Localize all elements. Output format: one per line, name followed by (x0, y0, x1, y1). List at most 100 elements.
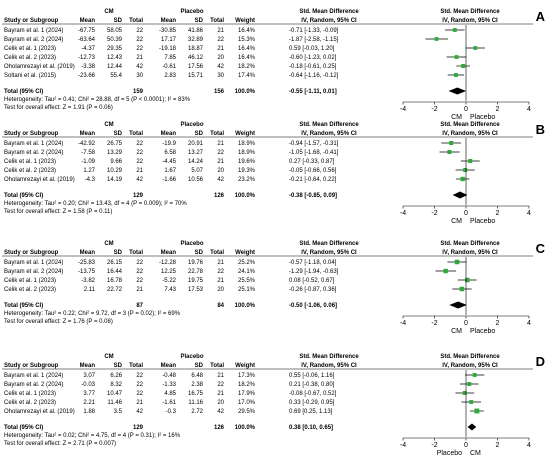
study-name: Bayram et al. 2 (2024) (4, 382, 63, 388)
study-col-header: Study or Subgroup (4, 131, 59, 137)
cm-total-n: 87 (136, 303, 143, 309)
x-tick-label: 0 (464, 320, 468, 327)
overall-effect-text: Test for overall effect: Z = 1.76 (P = 0… (4, 319, 113, 325)
study-row: Oholamrezayi et al. (2019) 1.88 3.5 42 -0.3 2… (4, 408, 484, 415)
axis-label-right: CM (470, 450, 481, 457)
pooled-diamond (448, 87, 467, 95)
placebo-total: 21 (217, 159, 224, 165)
effect-marker (474, 408, 480, 414)
placebo-sd: 13.27 (188, 150, 204, 156)
mean1-col-header: Mean (80, 131, 96, 137)
placebo-sd: 19.76 (188, 260, 204, 266)
mean2-col-header: Mean (161, 250, 177, 256)
x-tick-label: 4 (527, 210, 531, 217)
cm-sd: 9.66 (110, 159, 122, 165)
placebo-mean: -19.9 (162, 141, 176, 147)
placebo-sd: 19.75 (188, 278, 204, 284)
cm-total: 22 (136, 141, 143, 147)
heterogeneity-text: Heterogeneity: Tau² = 0.22; Chi² = 9.72,… (4, 311, 181, 317)
total-weight: 100.0% (235, 425, 256, 431)
x-tick-label: -4 (400, 106, 406, 113)
study-smd-ci: -1.29 [-1.94, -0.63] (289, 269, 339, 275)
study-weight: 17.4% (238, 73, 256, 79)
mean1-col-header: Mean (80, 363, 96, 369)
study-row: Bayram et al. 2 (2024) -13.75 16.44 22 12.25… (4, 268, 457, 275)
total-label: Total (95% CI) (4, 425, 43, 431)
study-weight: 29.5% (238, 409, 256, 415)
axis-label-left: Placebo (437, 450, 462, 457)
placebo-total-n: 126 (214, 193, 225, 199)
cm-total-n: 129 (133, 193, 144, 199)
x-tick-label: -2 (431, 106, 437, 113)
cm-mean: -4.37 (81, 46, 95, 52)
sd1-col-header: SD (114, 131, 123, 137)
effect-marker (459, 286, 465, 292)
x-tick-label: 2 (496, 106, 500, 113)
group2-header: Placebo (180, 122, 203, 128)
study-smd-ci: -0.57 [-1.18, 0.04] (289, 260, 337, 266)
total-label: Total (95% CI) (4, 193, 43, 199)
effect-marker (464, 277, 470, 283)
study-name: Oholamrezayi et al. (2019) (4, 177, 75, 183)
study-weight: 19.3% (238, 168, 256, 174)
study-name: Celik et al. 1 (2023) (4, 46, 56, 52)
placebo-mean: -1.66 (162, 177, 176, 183)
cm-total: 42 (136, 177, 143, 183)
placebo-sd: 17.53 (188, 287, 204, 293)
cm-total: 22 (136, 28, 143, 34)
total-smd-ci: -0.38 [-0.85, 0.09] (289, 193, 337, 199)
cm-sd: 50.39 (107, 37, 123, 43)
pooled-diamond (452, 191, 468, 199)
study-row: Celik et al. 1 (2023) -4.37 29.35 22 -19.18 1… (4, 46, 485, 52)
study-row: Oholamrezayi et al. (2019) -3.38 12.44 42 -0… (4, 64, 470, 70)
study-name: Celik et al. 2 (2023) (4, 287, 56, 293)
panel-label-C: C (536, 241, 546, 256)
cm-sd: 16.44 (107, 269, 123, 275)
smd-plot-header: Std. Mean Difference (440, 9, 500, 15)
study-name: Celik et al. 2 (2023) (4, 400, 56, 406)
placebo-total: 20 (217, 55, 224, 61)
study-weight: 19.6% (238, 159, 256, 165)
study-weight: 25.5% (238, 278, 256, 284)
method-plot-header: IV, Random, 95% CI (442, 363, 498, 369)
placebo-total: 21 (217, 373, 224, 379)
effect-marker (453, 73, 458, 77)
placebo-total: 21 (217, 28, 224, 34)
effect-marker (452, 28, 457, 32)
study-smd-ci: -0.05 [-0.66, 0.56] (289, 168, 337, 174)
sd1-col-header: SD (114, 250, 123, 256)
placebo-sd: 18.87 (188, 46, 204, 52)
cm-mean: -63.64 (78, 37, 96, 43)
placebo-total-n: 126 (214, 425, 225, 431)
study-row: Celik et al. 2 (2023) 1.27 10.29 21 1.67 5.07… (4, 167, 475, 174)
x-tick-label: 0 (464, 210, 468, 217)
study-smd-ci: -0.64 [-1.16, -0.12] (289, 73, 339, 79)
study-name: Celik et al. 2 (2023) (4, 168, 56, 174)
effect-marker (454, 55, 459, 59)
effect-marker (473, 46, 478, 50)
cm-sd: 26.15 (107, 260, 123, 266)
placebo-mean: -30.85 (159, 28, 177, 34)
x-tick-label: 2 (496, 320, 500, 327)
placebo-total: 42 (217, 64, 224, 70)
effect-marker (449, 140, 454, 146)
placebo-total: 21 (217, 260, 224, 266)
placebo-total: 21 (217, 141, 224, 147)
placebo-sd: 32.89 (188, 37, 204, 43)
placebo-total: 21 (217, 46, 224, 52)
cm-total: 21 (136, 168, 143, 174)
placebo-total: 20 (217, 400, 224, 406)
group1-header: CM (104, 9, 113, 15)
cm-total: 21 (136, 287, 143, 293)
mean2-col-header: Mean (161, 18, 177, 24)
effect-marker (454, 259, 460, 265)
smd-header: Std. Mean Difference (299, 241, 359, 247)
cm-total: 22 (136, 278, 143, 284)
study-row: Celik et al. 2 (2023) -12.73 12.43 21 7.85 46… (4, 55, 467, 61)
cm-mean: -42.92 (78, 141, 96, 147)
placebo-total: 42 (217, 177, 224, 183)
method-col-header: IV, Random, 95% CI (301, 250, 357, 256)
placebo-total: 22 (217, 269, 224, 275)
study-weight: 18.9% (238, 141, 256, 147)
cm-mean: -25.83 (78, 260, 96, 266)
